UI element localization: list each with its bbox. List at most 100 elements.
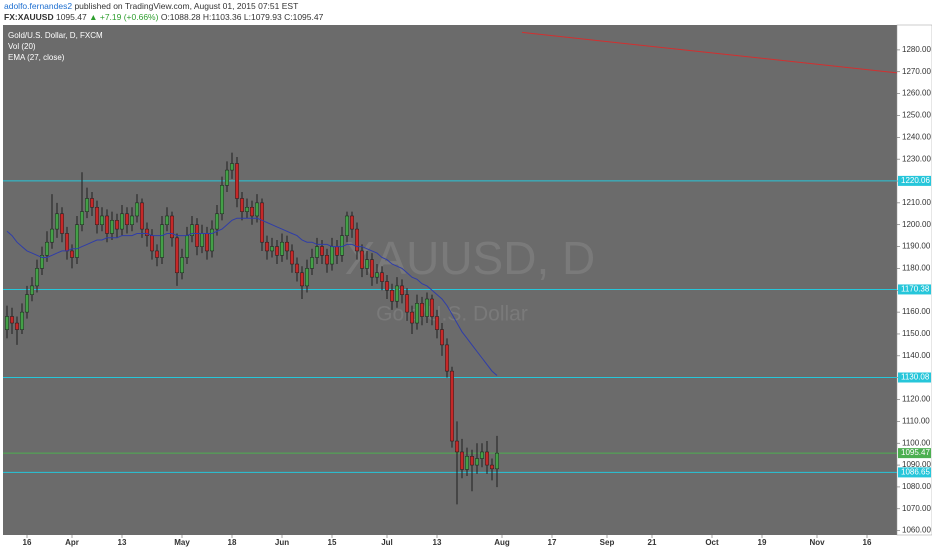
- y-tick-label: 1160.00: [902, 307, 931, 316]
- candle-body: [90, 198, 94, 208]
- candle-body: [85, 198, 89, 212]
- x-tick-label: 16: [863, 538, 872, 547]
- close: C:1095.47: [284, 12, 323, 22]
- candle-body: [295, 263, 299, 274]
- candle-body: [180, 257, 184, 274]
- low: L:1079.93: [244, 12, 282, 22]
- plot-area: [3, 25, 897, 535]
- x-tick-label: 21: [648, 538, 657, 547]
- symbol: FX:XAUUSD: [4, 12, 54, 22]
- candle-body: [135, 202, 139, 217]
- candle-body: [350, 215, 354, 230]
- level-label-box: [898, 284, 931, 295]
- y-tick-label: 1140.00: [902, 351, 931, 360]
- candle-body: [395, 285, 399, 302]
- candle-body: [275, 246, 279, 256]
- candle-body: [220, 185, 224, 215]
- candle-body: [360, 250, 364, 269]
- candle-body: [140, 202, 144, 230]
- candle-body: [270, 246, 274, 252]
- candle-body: [495, 452, 499, 470]
- candle-body: [420, 303, 424, 317]
- legend-label: Gold/U.S. Dollar, D, FXCM: [8, 31, 103, 40]
- candle-body: [430, 298, 434, 317]
- candle-body: [185, 235, 189, 258]
- candle-body: [110, 220, 114, 234]
- candle-body: [455, 440, 459, 453]
- candle-body: [440, 329, 444, 346]
- x-tick-label: Jul: [381, 538, 393, 547]
- candle-body: [355, 228, 359, 252]
- candle-body: [445, 344, 449, 372]
- candle-body: [60, 213, 64, 234]
- x-tick-label: 19: [758, 538, 767, 547]
- candle-body: [460, 451, 464, 470]
- x-tick-label: 13: [118, 538, 127, 547]
- candle-body: [15, 322, 19, 330]
- candle-body: [310, 257, 314, 269]
- candle-body: [405, 294, 409, 313]
- level-label-box: [898, 467, 931, 478]
- y-tick-label: 1270.00: [902, 67, 931, 76]
- y-tick-label: 1260.00: [902, 89, 931, 98]
- candle-body: [315, 246, 319, 258]
- candle-body: [265, 241, 269, 252]
- candle-body: [385, 281, 389, 291]
- x-tick-label: May: [174, 538, 190, 547]
- candle-body: [70, 250, 74, 258]
- candle-body: [480, 451, 484, 459]
- candle-body: [20, 311, 24, 330]
- candle-body: [105, 215, 109, 234]
- candle-body: [320, 246, 324, 256]
- candle-body: [245, 206, 249, 212]
- candle-body: [325, 255, 329, 265]
- y-tick-label: 1200.00: [902, 220, 931, 229]
- candle-body: [40, 255, 44, 269]
- candle-body: [35, 268, 39, 287]
- open: O:1088.28: [161, 12, 201, 22]
- candle-body: [170, 215, 174, 239]
- candle-body: [280, 241, 284, 256]
- candle-body: [410, 311, 414, 324]
- y-tick-label: 1100.00: [902, 438, 931, 447]
- candle-body: [195, 224, 199, 247]
- level-label-box: [898, 372, 931, 383]
- candle-body: [205, 233, 209, 252]
- candle-body: [285, 241, 289, 252]
- candle-body: [340, 235, 344, 256]
- candle-body: [55, 213, 59, 230]
- y-tick-label: 1180.00: [902, 264, 931, 273]
- candle-body: [375, 272, 379, 278]
- y-tick-label: 1120.00: [902, 395, 931, 404]
- candle-body: [380, 272, 384, 282]
- candle-body: [130, 215, 134, 225]
- candle-body: [30, 285, 34, 295]
- candle-body: [190, 224, 194, 236]
- candle-body: [335, 246, 339, 256]
- x-tick-label: Sep: [600, 538, 615, 547]
- change: ▲ +7.19 (+0.66%): [89, 12, 159, 22]
- candle-body: [300, 272, 304, 287]
- candle-body: [75, 224, 79, 258]
- level-label: 1130.08: [901, 373, 930, 382]
- candle-body: [200, 233, 204, 247]
- candle-body: [45, 241, 49, 256]
- candle-body: [365, 259, 369, 269]
- x-tick-label: 13: [433, 538, 442, 547]
- x-tick-label: 15: [328, 538, 337, 547]
- y-tick-label: 1070.00: [902, 504, 931, 513]
- level-label: 1220.06: [901, 176, 930, 185]
- y-tick-label: 1210.00: [902, 198, 931, 207]
- candle-body: [485, 451, 489, 466]
- y-tick-label: 1080.00: [902, 482, 931, 491]
- candle-body: [475, 458, 479, 466]
- candle-body: [255, 202, 259, 217]
- x-tick-label: 17: [548, 538, 557, 547]
- author: adolfo.fernandes2: [4, 1, 72, 11]
- candle-body: [165, 215, 169, 225]
- candle-body: [390, 290, 394, 302]
- y-tick-label: 1090.00: [902, 460, 931, 469]
- candle-body: [50, 228, 54, 243]
- candle-body: [345, 215, 349, 236]
